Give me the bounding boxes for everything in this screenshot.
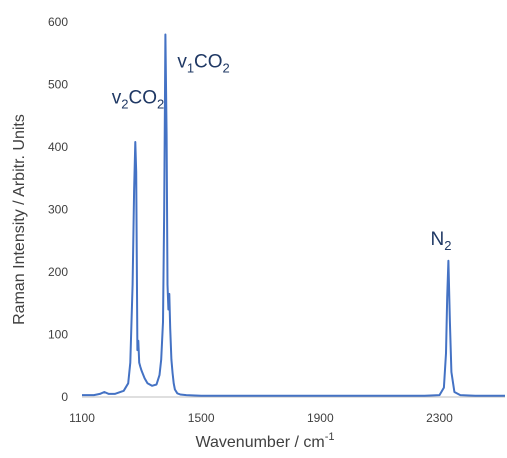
peak-label: N2	[431, 229, 452, 253]
y-tick-label: 200	[48, 265, 68, 279]
y-tick-label: 500	[48, 78, 68, 92]
y-tick-label: 400	[48, 140, 68, 154]
y-tick-label: 300	[48, 203, 68, 217]
y-axis-title: Raman Intensity / Arbitr. Units	[11, 114, 28, 325]
y-axis-ticks: 0 100 200 300 400 500 600	[48, 15, 68, 404]
x-tick-label: 2300	[426, 411, 453, 425]
spectrum-line	[82, 33, 505, 397]
x-axis-ticks: 1100 1500 1900 2300	[69, 411, 453, 425]
x-axis-title-main: Wavenumber / cm	[196, 434, 325, 451]
y-tick-label: 100	[48, 328, 68, 342]
peak-annotations: v2CO2 v1CO2 N2	[112, 52, 452, 254]
x-axis-title-superscript: -1	[325, 431, 335, 443]
peak-label: v2CO2	[112, 87, 164, 111]
x-axis-title: Wavenumber / cm-1	[196, 431, 335, 451]
x-tick-label: 1900	[307, 411, 334, 425]
x-tick-label: 1500	[188, 411, 215, 425]
peak-label: v1CO2	[177, 52, 229, 76]
y-tick-label: 600	[48, 15, 68, 29]
x-tick-label: 1100	[69, 411, 95, 425]
y-tick-label: 0	[61, 390, 68, 404]
